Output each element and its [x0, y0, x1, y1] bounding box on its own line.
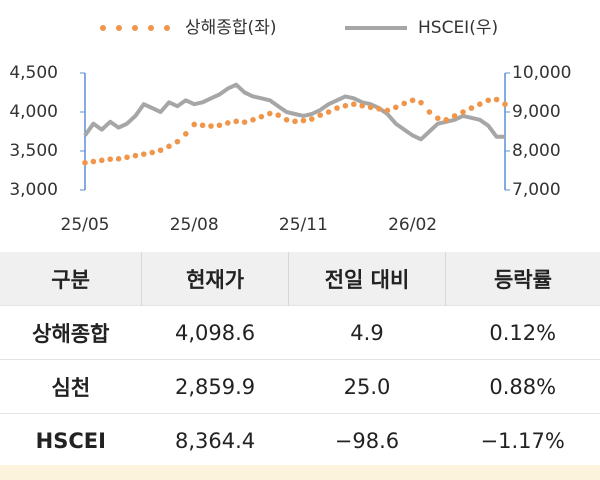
series-dot — [166, 143, 172, 150]
y2-tick-label: 7,000 — [512, 180, 561, 200]
x-tick-label: 25/08 — [170, 215, 219, 235]
series-dot — [275, 112, 282, 118]
series-dot — [477, 101, 483, 107]
series-dot — [367, 104, 374, 111]
series-dot — [342, 102, 349, 109]
series-dot — [309, 116, 315, 122]
series-dot — [107, 156, 113, 162]
table-cell: 25.0 — [343, 374, 391, 399]
series-dot — [292, 118, 298, 125]
series-dot — [351, 101, 357, 107]
header-cell: 등락률 — [444, 252, 600, 306]
header-row: 구분 현재가 전일 대비 등락률 — [0, 252, 600, 306]
series-dot — [283, 117, 290, 123]
series-dot — [132, 152, 139, 159]
x-tick-label: 25/11 — [279, 215, 328, 235]
header-cell: 전일 대비 — [288, 252, 446, 306]
series-dot — [384, 107, 391, 114]
series-dot — [99, 157, 105, 164]
table-cell: 4,098.6 — [175, 320, 256, 345]
table-body: 상해종합 4,098.6 4.9 0.12% 심천 2,859.9 25.0 0.88% HSC… — [0, 306, 600, 468]
series-dot — [191, 121, 197, 128]
series-dot — [460, 109, 466, 115]
series-dot — [451, 113, 458, 119]
series-dot — [325, 109, 332, 115]
x-tick-label: 26/02 — [388, 215, 437, 235]
legend-swatch — [116, 25, 122, 31]
series-dot — [174, 138, 181, 145]
series-dot — [267, 110, 273, 117]
table-cell: −98.6 — [334, 428, 400, 453]
legend-swatch — [132, 25, 138, 31]
row-label: 상해종합 — [32, 321, 110, 346]
series-dot — [82, 159, 88, 166]
series-dot — [401, 100, 408, 107]
table-row: 상해종합 4,098.6 4.9 0.12% — [0, 306, 600, 360]
table-cell: 4.9 — [350, 320, 384, 345]
series-dot — [216, 122, 223, 129]
series-dot — [157, 147, 164, 154]
series-dot — [418, 99, 424, 106]
series-dot — [317, 112, 324, 118]
series-dot — [225, 120, 231, 126]
series-dot — [208, 123, 214, 129]
header-cell: 구분 — [0, 252, 142, 306]
legend-swatch — [164, 25, 170, 31]
table-cell: 0.12% — [489, 320, 557, 345]
y-tick-label: 3,500 — [9, 141, 58, 161]
y-tick-label: 4,000 — [9, 102, 58, 122]
y2-tick-label: 8,000 — [512, 141, 561, 161]
series-dot — [443, 117, 450, 123]
series-dot — [199, 122, 206, 129]
series-line — [83, 82, 505, 142]
x-tick-label: 25/05 — [61, 215, 110, 235]
legend-swatch — [148, 25, 154, 31]
y-tick-label: 3,000 — [9, 180, 58, 200]
table-cell: 2,859.9 — [175, 374, 256, 399]
footer-strip — [0, 465, 600, 480]
row-label: 심천 — [51, 375, 91, 400]
y2-tick-label: 9,000 — [512, 102, 561, 122]
table-cell: −1.17% — [480, 428, 565, 453]
series-dot — [300, 117, 307, 124]
table-cell: 0.88% — [489, 374, 557, 399]
series-dot — [141, 151, 147, 157]
header-cell: 현재가 — [141, 252, 289, 306]
series-dot — [149, 149, 155, 156]
series-dot — [183, 131, 189, 137]
series-dot — [250, 117, 256, 123]
row-label: HSCEI — [35, 428, 106, 453]
series-dot — [233, 118, 239, 125]
series-dot — [426, 109, 433, 115]
legend-swatch — [100, 25, 106, 31]
legend-label: HSCEI(우) — [418, 18, 498, 38]
table-row: HSCEI 8,364.4 −98.6 −1.17% — [0, 414, 600, 468]
series-dot — [115, 156, 122, 162]
summary-table: 구분 현재가 전일 대비 등락률 상해종합 4,098.6 4.9 0.12% 심천 2,859… — [0, 252, 600, 468]
series-dot — [493, 96, 500, 103]
series-dot — [393, 104, 399, 111]
series-dot — [435, 115, 441, 122]
series-dot — [502, 101, 508, 107]
series-dot — [376, 106, 382, 112]
series-dot — [258, 113, 265, 120]
legend-label: 상해종합(좌) — [185, 18, 276, 38]
series-dot — [334, 105, 340, 111]
series-dot — [90, 158, 97, 165]
table-cell: 8,364.4 — [175, 428, 256, 453]
series-dot — [468, 105, 475, 111]
series-dot — [485, 97, 492, 104]
chart: 3,000 3,500 4,000 4,500 7,000 8,000 9,000 10,00… — [9, 18, 571, 235]
series-dot — [409, 97, 416, 104]
series-dot — [241, 119, 248, 125]
series-dot — [359, 102, 366, 109]
y-tick-label: 4,500 — [9, 63, 58, 83]
table-row: 심천 2,859.9 25.0 0.88% — [0, 360, 600, 414]
series-dot — [124, 154, 130, 161]
y2-tick-label: 10,000 — [512, 63, 571, 83]
